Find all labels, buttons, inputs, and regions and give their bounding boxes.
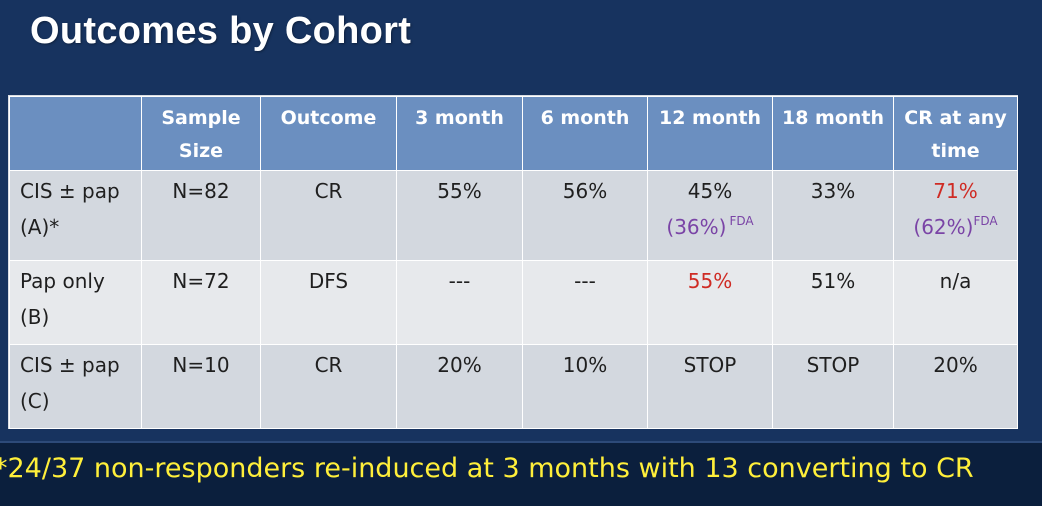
fda-value-12-month: (36%) FDA [648, 209, 772, 245]
cohort-name: CIS ± pap [20, 179, 120, 203]
cohort-label: (A)* [20, 215, 60, 239]
table-header-row: Sample Size Outcome 3 month 6 month 12 m… [9, 96, 1018, 171]
header-cohort [9, 96, 142, 171]
cell-6-month: --- [522, 260, 648, 345]
cell-12-month: STOP [647, 344, 773, 429]
outcomes-table-container: Sample Size Outcome 3 month 6 month 12 m… [8, 95, 1018, 429]
cell-3-month: 20% [396, 344, 523, 429]
cell-outcome: CR [260, 170, 397, 261]
header-3-month: 3 month [396, 96, 523, 171]
cell-12-month: 55% [647, 260, 773, 345]
cell-6-month: 56% [522, 170, 648, 261]
footnote-band [0, 441, 1042, 506]
slide-title: Outcomes by Cohort [30, 10, 412, 52]
header-sample-size: Sample Size [141, 96, 261, 171]
cell-sample-size: N=72 [141, 260, 261, 345]
header-cr-any-time: CR at any time [893, 96, 1018, 171]
cell-outcome: CR [260, 344, 397, 429]
table-row-cohort-c: CIS ± pap (C) N=10 CR 20% 10% STOP STOP … [9, 344, 1018, 429]
cohort-name: Pap only [20, 269, 105, 293]
cell-6-month: 10% [522, 344, 648, 429]
cell-18-month: 33% [772, 170, 894, 261]
header-18-month: 18 month [772, 96, 894, 171]
table-row-cohort-a: CIS ± pap (A)* N=82 CR 55% 56% 45% (36%)… [9, 170, 1018, 261]
cell-12-month: 45% (36%) FDA [647, 170, 773, 261]
fda-percent: (62%) [913, 215, 974, 239]
footnote-text: *24/37 non-responders re-induced at 3 mo… [0, 453, 974, 484]
header-12-month: 12 month [647, 96, 773, 171]
header-cr-any-time-label: CR at any time [904, 107, 1007, 162]
outcomes-table: Sample Size Outcome 3 month 6 month 12 m… [9, 96, 1018, 429]
value-cr-any-time: 71% [933, 179, 978, 203]
header-6-month: 6 month [522, 96, 648, 171]
fda-superscript: FDA [973, 214, 998, 228]
fda-value-cr-any-time: (62%)FDA [894, 209, 1017, 245]
cell-3-month: 55% [396, 170, 523, 261]
cell-outcome: DFS [260, 260, 397, 345]
header-sample-size-label: Sample Size [161, 107, 241, 162]
cell-18-month: STOP [772, 344, 894, 429]
header-outcome: Outcome [260, 96, 397, 171]
cell-sample-size: N=82 [141, 170, 261, 261]
cohort-name: CIS ± pap [20, 353, 120, 377]
cohort-label: (C) [20, 389, 50, 413]
cell-cr-any-time: 71% (62%)FDA [893, 170, 1018, 261]
fda-superscript: FDA [729, 214, 754, 228]
cohort-label: (B) [20, 305, 50, 329]
cell-cohort: CIS ± pap (C) [9, 344, 142, 429]
cell-sample-size: N=10 [141, 344, 261, 429]
cell-cr-any-time: 20% [893, 344, 1018, 429]
cell-cr-any-time: n/a [893, 260, 1018, 345]
cell-3-month: --- [396, 260, 523, 345]
table-row-cohort-b: Pap only (B) N=72 DFS --- --- 55% 51% n/… [9, 260, 1018, 345]
cell-cohort: Pap only (B) [9, 260, 142, 345]
cell-cohort: CIS ± pap (A)* [9, 170, 142, 261]
cell-18-month: 51% [772, 260, 894, 345]
fda-percent: (36%) [666, 215, 727, 239]
value-12-month: 45% [687, 179, 733, 203]
